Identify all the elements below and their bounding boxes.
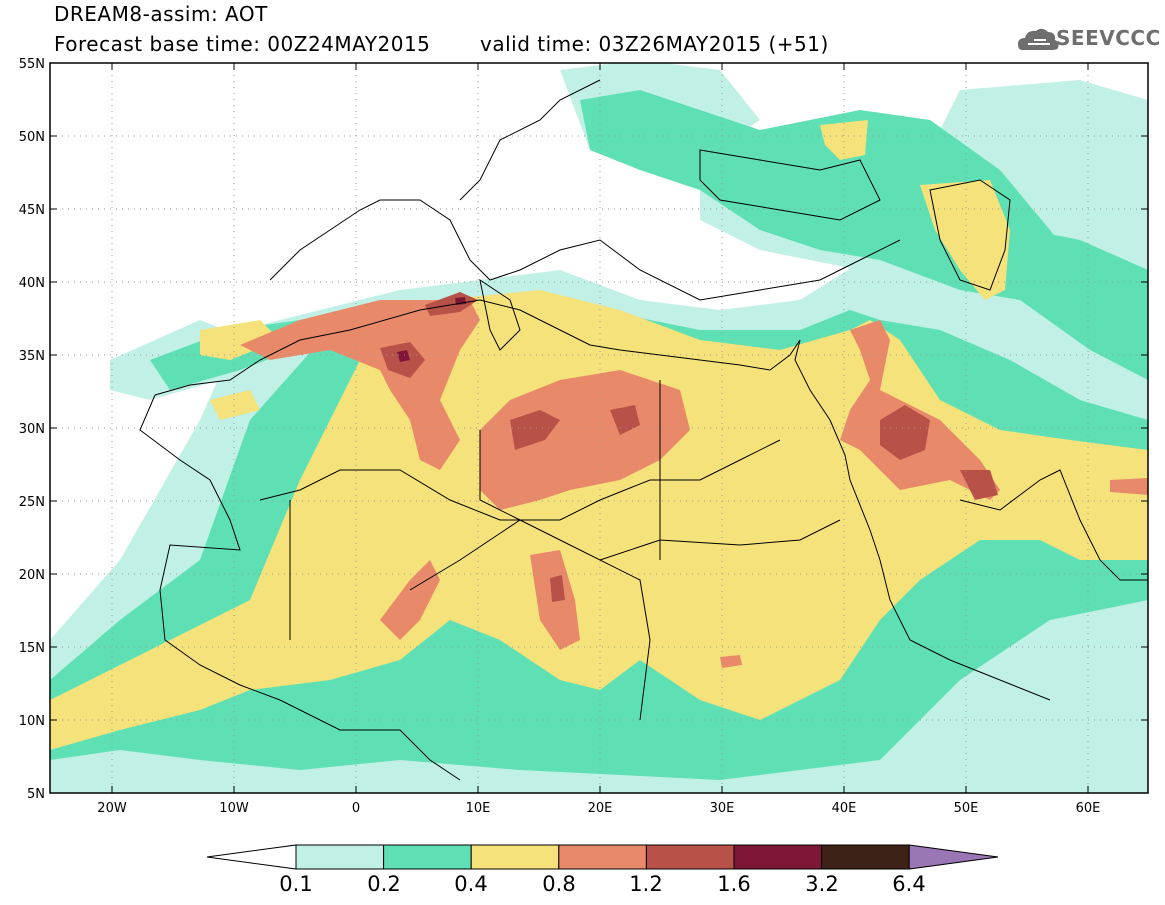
lat-tick-label: 25N	[19, 495, 45, 510]
lon-tick-label: 30E	[710, 801, 735, 816]
lat-tick-label: 55N	[19, 57, 45, 72]
colorbar-bin	[645, 844, 735, 870]
lon-tick-label: 50E	[954, 801, 979, 816]
lat-tick-label: 15N	[19, 641, 45, 656]
colorbar	[206, 844, 999, 870]
colorbar-label: 1.6	[717, 872, 751, 896]
colorbar-label: 0.1	[279, 872, 313, 896]
lat-tick-label: 20N	[19, 568, 45, 583]
colorbar-low-arrow	[206, 844, 297, 870]
lon-tick-label: 10W	[219, 801, 249, 816]
map-title: DREAM8-assim: AOT	[54, 2, 268, 26]
coastlines	[139, 79, 1148, 781]
colorbar-bin	[558, 844, 647, 870]
colorbar-label: 0.8	[542, 872, 576, 896]
lon-tick-label: 10E	[466, 801, 491, 816]
colorbar-label: 6.4	[892, 872, 926, 896]
lon-tick-label: 0	[352, 801, 360, 816]
lon-tick-label: 60E	[1076, 801, 1101, 816]
lat-tick-label: 30N	[19, 422, 45, 437]
logo-text: SEEVCCC	[1056, 26, 1161, 50]
valid-time: valid time: 03Z26MAY2015 (+51)	[480, 32, 829, 56]
aot-shading	[50, 63, 1148, 793]
lon-tick-label: 20E	[588, 801, 613, 816]
lon-tick-label: 40E	[832, 801, 857, 816]
colorbar-high-arrow	[908, 844, 999, 870]
lon-tick-label: 20W	[97, 801, 127, 816]
colorbar-bin	[383, 844, 472, 870]
colorbar-label: 0.2	[367, 872, 401, 896]
colorbar-bin	[821, 844, 910, 870]
colorbar-label: 1.2	[629, 872, 663, 896]
colorbar-label: 3.2	[805, 872, 839, 896]
lat-tick-label: 40N	[19, 276, 45, 291]
colorbar-bin	[295, 844, 385, 870]
lat-tick-label: 50N	[19, 130, 45, 145]
lat-tick-label: 5N	[27, 787, 45, 802]
colorbar-label: 0.4	[454, 872, 488, 896]
colorbar-bin	[733, 844, 823, 870]
ticks	[50, 63, 1148, 793]
lat-tick-label: 35N	[19, 349, 45, 364]
lat-tick-label: 45N	[19, 203, 45, 218]
lat-tick-label: 10N	[19, 714, 45, 729]
forecast-base-time: Forecast base time: 00Z24MAY2015	[54, 32, 431, 56]
colorbar-bin	[470, 844, 560, 870]
cloud-icon	[1018, 28, 1059, 50]
